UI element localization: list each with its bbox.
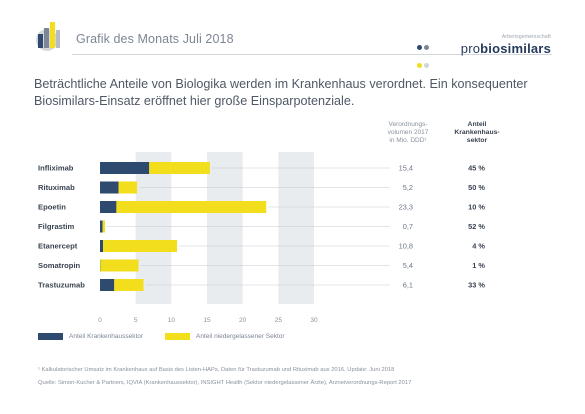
legend-item-outpatient: Anteil niedergelassener Sektor: [165, 333, 285, 340]
volume-value: 15,4: [399, 164, 413, 173]
x-tick-label: 0: [98, 317, 102, 324]
hospital-share-value: 4 %: [472, 242, 485, 251]
bar-hospital: [100, 240, 104, 252]
volume-value: 23,3: [399, 203, 413, 212]
bar-hospital: [100, 201, 117, 213]
volume-header-line-1: Verordnungs-: [388, 121, 428, 128]
brand-tagline: Arbeitsgemeinschaft: [501, 34, 551, 40]
grid-band: [207, 152, 243, 304]
footnote-definition: ¹ Kalkulatorischer Umsatz im Krankenhaus…: [38, 367, 395, 373]
bar-hospital: [100, 279, 115, 291]
bar-hospital: [100, 181, 119, 194]
legend-label-hospital: Anteil Krankenhaussektor: [69, 333, 144, 340]
bar-outpatient: [149, 162, 210, 174]
bar-outpatient: [100, 259, 139, 272]
volume-header-line-2: volumen 2017: [387, 129, 429, 137]
share-header-line-2: Krankenhaus-: [454, 129, 500, 137]
share-header-line-1: Anteil: [467, 121, 487, 128]
bar-outpatient: [116, 201, 267, 213]
brand-dots-icon: [411, 37, 431, 73]
category-label: Infliximab: [38, 164, 74, 173]
legend-label-outpatient: Anteil niedergelassener Sektor: [196, 333, 285, 340]
volume-value: 0,7: [403, 222, 413, 231]
x-tick-label: 5: [134, 317, 138, 324]
category-label: Somatropin: [38, 261, 81, 270]
bar-outpatient: [118, 181, 138, 194]
legend-swatch-hospital: [38, 333, 63, 340]
category-label: Rituximab: [38, 183, 75, 192]
volume-column-header: Verordnungs- volumen 2017 in Mio. DDD¹: [378, 121, 438, 146]
footnotes: ¹ Kalkulatorischer Umsatz im Krankenhaus…: [38, 364, 411, 390]
x-tick-label: 25: [275, 317, 283, 324]
brand-logo: Arbeitsgemeinschaft probiosimilars: [411, 24, 551, 68]
bar-chart-logo-icon: [36, 22, 60, 51]
volume-value: 10,8: [399, 242, 413, 251]
x-tick-label: 30: [310, 317, 318, 324]
x-tick-label: 15: [203, 317, 211, 324]
category-label: Filgrastim: [38, 222, 75, 231]
hospital-share-value: 10 %: [468, 203, 485, 212]
brand-name: probiosimilars: [461, 41, 551, 56]
legend-swatch-outpatient: [165, 333, 190, 340]
bar-outpatient: [114, 279, 144, 291]
hospital-share-value: 45 %: [468, 164, 485, 173]
headline: Beträchtliche Anteile von Biologika werd…: [34, 77, 528, 108]
category-label: Trastuzumab: [38, 281, 85, 290]
category-label: Epoetin: [38, 203, 66, 212]
bar-outpatient: [102, 220, 105, 233]
brand-prefix: pro: [460, 41, 481, 56]
bar-hospital: [100, 220, 103, 233]
volume-value: 5,2: [403, 183, 413, 192]
x-tick-label: 10: [168, 317, 176, 324]
x-tick-label: 20: [239, 317, 247, 324]
volume-value: 5,4: [403, 261, 413, 270]
volume-value: 6,1: [403, 281, 413, 290]
footnote-source: Quelle: Simon-Kucher & Partners, IQVIA (…: [38, 380, 412, 386]
hospital-share-value: 50 %: [468, 183, 485, 192]
grid-band: [135, 152, 172, 304]
legend-item-hospital: Anteil Krankenhaussektor: [38, 333, 143, 340]
share-column-header: Anteil Krankenhaus- sektor: [452, 121, 502, 146]
hospital-share-value: 33 %: [468, 281, 485, 290]
header-divider: [72, 54, 552, 55]
page-title: Grafik des Monats Juli 2018: [76, 32, 234, 46]
bar-hospital: [100, 162, 150, 174]
grid-band: [278, 152, 314, 304]
hospital-share-value: 1 %: [472, 261, 485, 270]
category-label: Etanercept: [38, 242, 78, 251]
brand-main: biosimilars: [480, 41, 551, 56]
volume-header-line-3: in Mio. DDD¹: [389, 137, 427, 145]
bar-outpatient: [103, 240, 178, 252]
header: Grafik des Monats Juli 2018 Arbeitsgemei…: [0, 0, 585, 68]
share-header-line-3: sektor: [466, 137, 488, 145]
hospital-share-value: 52 %: [468, 222, 485, 231]
